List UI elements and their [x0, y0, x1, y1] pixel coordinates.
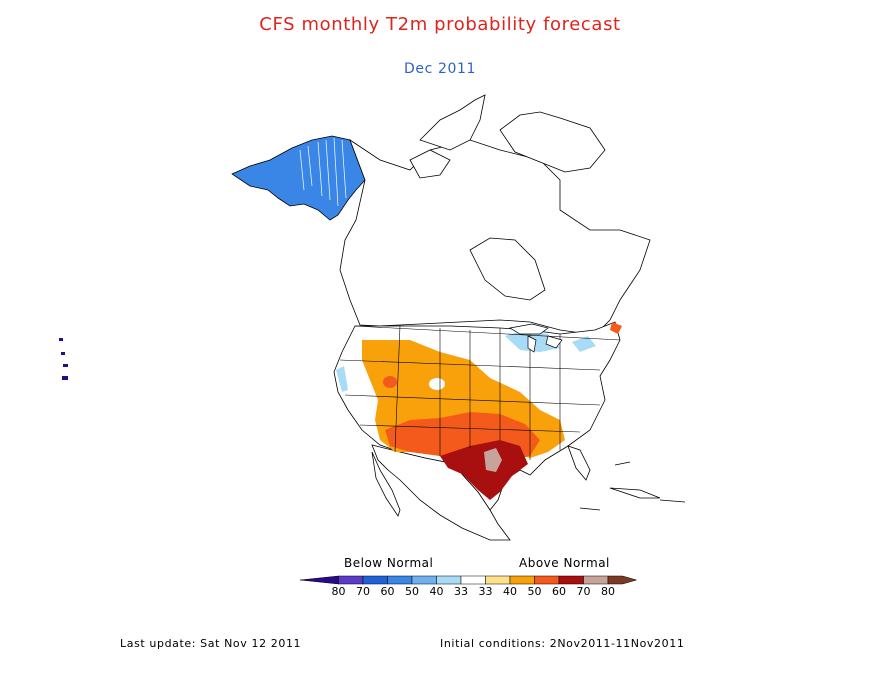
alaska-hatch: [299, 137, 347, 207]
hudson-bay: [469, 237, 546, 301]
legend-tick-label: 70: [356, 585, 370, 598]
legend-swatch: [338, 575, 364, 585]
below-40-region-2: [572, 336, 596, 352]
legend-swatch: [362, 575, 388, 585]
legend-tick-label: 40: [503, 585, 517, 598]
below-normal-label: Below Normal: [344, 556, 434, 570]
great-lakes: [509, 323, 563, 353]
legend-tick-label: 80: [601, 585, 615, 598]
above-40-tip: [610, 322, 622, 334]
state-borders: [339, 325, 621, 460]
map-subtitle: Dec 2011: [404, 61, 476, 77]
legend-swatch: [558, 575, 584, 585]
legend-swatch: [436, 575, 462, 585]
legend-swatch: [460, 575, 486, 585]
legend-swatch: [607, 575, 638, 585]
arctic-islands: [409, 94, 606, 179]
legend-tick-label: 80: [332, 585, 346, 598]
above-70-region: [484, 448, 502, 472]
legend-tick-label: 60: [381, 585, 395, 598]
legend-tick-label: 40: [430, 585, 444, 598]
legend-swatch: [387, 575, 413, 585]
legend-swatch: [485, 575, 511, 585]
legend-tick-label: 50: [405, 585, 419, 598]
initial-conditions-text: Initial conditions: 2Nov2011-11Nov2011: [440, 637, 685, 650]
below-40-region-3: [336, 366, 348, 392]
legend-swatch: [534, 575, 560, 585]
above-60-region: [440, 440, 528, 500]
last-update-text: Last update: Sat Nov 12 2011: [120, 637, 302, 650]
legend-swatch: [411, 575, 437, 585]
legend-tick-label: 70: [577, 585, 591, 598]
legend-tick-label: 33: [454, 585, 468, 598]
legend-tick-label: 33: [479, 585, 493, 598]
above-normal-label: Above Normal: [519, 556, 610, 570]
legend-swatch: [300, 575, 339, 585]
legend-swatch: [509, 575, 535, 585]
mexico-outline: [371, 444, 511, 541]
legend-colorbar: 80 70 60 50 40 33 33 40 50 60 70 80: [300, 575, 638, 598]
map-title: CFS monthly T2m probability forecast: [259, 14, 621, 35]
above-50-patch: [383, 376, 397, 388]
caribbean-islands: [579, 461, 686, 511]
alaska-region: [231, 135, 366, 221]
normal-patch: [429, 378, 445, 390]
legend-tick-label: 50: [528, 585, 542, 598]
legend-tick-label: 60: [552, 585, 566, 598]
hawaii-islands: [59, 338, 68, 380]
canada-outline: [339, 138, 651, 336]
florida: [567, 445, 591, 481]
legend-swatch: [583, 575, 609, 585]
baja-california: [371, 451, 401, 517]
